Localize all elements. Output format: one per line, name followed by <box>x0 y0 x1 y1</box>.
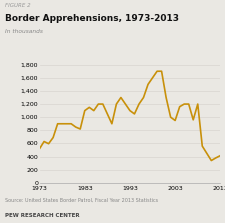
Text: Border Apprehensions, 1973-2013: Border Apprehensions, 1973-2013 <box>4 14 178 23</box>
Text: FIGURE 2: FIGURE 2 <box>4 3 30 8</box>
Text: In thousands: In thousands <box>4 29 42 34</box>
Text: PEW RESEARCH CENTER: PEW RESEARCH CENTER <box>4 213 79 218</box>
Text: Source: United States Border Patrol, Fiscal Year 2013 Statistics: Source: United States Border Patrol, Fis… <box>4 197 157 202</box>
